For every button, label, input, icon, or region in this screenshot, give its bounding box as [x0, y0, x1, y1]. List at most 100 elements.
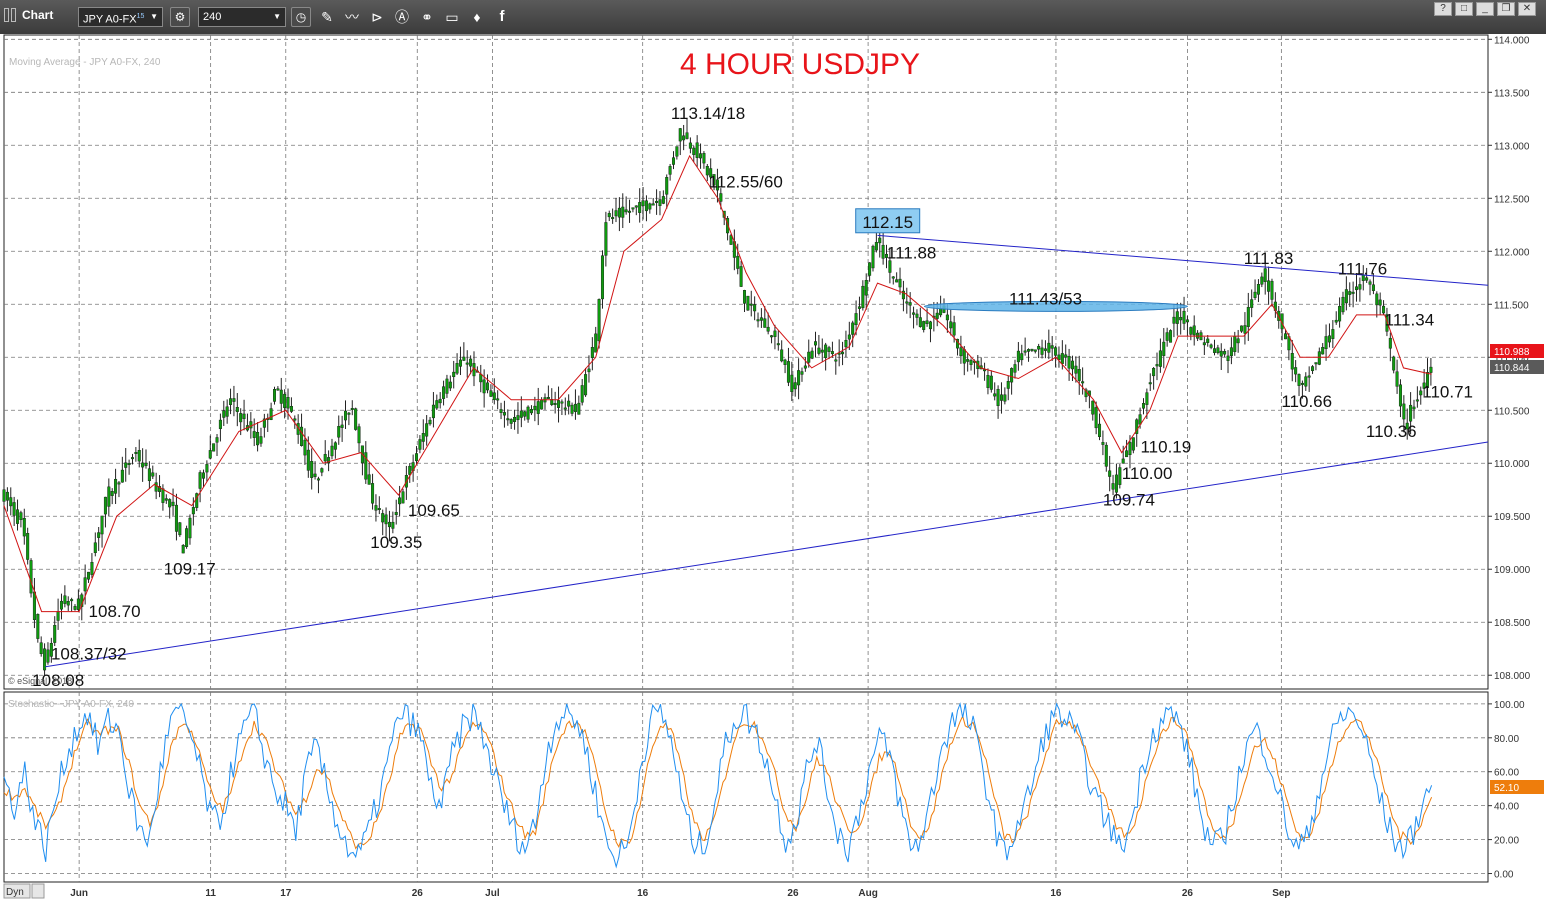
candle-body — [154, 482, 158, 492]
link-icon[interactable]: ⚭ — [421, 9, 433, 25]
candle-body — [63, 595, 67, 604]
close-button[interactable]: ✕ — [1518, 2, 1536, 16]
candle-body — [644, 200, 648, 212]
candle-body — [482, 379, 486, 394]
price-annotation: 110.00 — [1122, 464, 1173, 483]
candle-body — [1165, 332, 1169, 341]
symbol-sup: 15 — [136, 13, 145, 20]
time-tick-label: 26 — [1182, 888, 1194, 899]
time-tick-label: 16 — [637, 888, 649, 899]
minimize-button[interactable]: _ — [1476, 2, 1494, 16]
candle-body — [573, 403, 577, 412]
ma-line — [3, 154, 1432, 613]
candle-body — [1010, 368, 1014, 383]
candle-body — [1331, 329, 1335, 339]
twitter-icon[interactable]: ♦ — [473, 9, 481, 25]
price-annotation: 109.65 — [408, 501, 460, 520]
symbol-dropdown-icon[interactable]: ▼ — [150, 12, 158, 21]
candle-body — [1094, 407, 1098, 429]
candle-body — [1185, 319, 1189, 323]
candle-body — [868, 262, 872, 276]
candle-body — [306, 449, 310, 471]
facebook-icon[interactable]: f — [499, 8, 505, 25]
candle-body — [438, 398, 442, 404]
time-axis: Jun 11 17 26 Jul 16 26 Aug 16 26 Sep — [70, 888, 1290, 899]
comment-icon[interactable]: ▭ — [445, 9, 459, 25]
candle-body — [604, 222, 608, 256]
interval-input[interactable]: 240 ▼ — [198, 7, 286, 27]
candle-body — [783, 359, 787, 365]
candle-body — [1128, 442, 1132, 456]
candle-body — [705, 166, 709, 176]
candle-body — [989, 375, 993, 390]
chart-canvas[interactable]: 114.000 113.500 113.000 112.500 112.000 111.5… — [0, 34, 1546, 905]
candle-body — [617, 207, 621, 218]
candle-body — [249, 421, 253, 429]
price-annotation: 113.14/18 — [671, 104, 745, 123]
candle-body — [394, 512, 398, 515]
candle-body — [1277, 310, 1281, 321]
price-annotation: 112.55/60 — [708, 173, 782, 192]
stoch-tick-label: 40.00 — [1494, 802, 1519, 813]
clock-icon[interactable]: ◷ — [291, 7, 311, 27]
candle-body — [773, 330, 777, 337]
highlight-box — [855, 208, 921, 234]
candle-body — [513, 417, 517, 422]
candle-body — [344, 410, 348, 421]
candle-body — [1294, 367, 1298, 375]
candle-body — [185, 528, 189, 547]
candle-body — [462, 356, 466, 361]
candle-body — [1101, 442, 1105, 445]
candle-body — [316, 478, 320, 481]
candle-body — [1355, 286, 1359, 291]
pencil-draw-icon[interactable]: ✎ — [321, 9, 333, 25]
price-annotation: 111.43/53 — [1009, 289, 1082, 308]
candle-body — [810, 350, 814, 359]
interval-text: 240 — [203, 11, 222, 23]
candle-body — [435, 400, 439, 409]
candle-body — [1338, 306, 1342, 322]
stoch-value-badge — [1490, 780, 1544, 794]
candle-body — [563, 407, 567, 410]
lock-icon[interactable] — [31, 883, 45, 899]
candle-body — [1047, 342, 1051, 353]
help-button[interactable]: ? — [1434, 2, 1452, 16]
candle-body — [59, 600, 63, 610]
candle-body — [665, 176, 669, 195]
restore-button[interactable]: □ — [1455, 2, 1473, 16]
candle-body — [1382, 305, 1386, 314]
settings-gear-icon[interactable]: ⚙ — [170, 7, 190, 27]
candle-body — [1104, 444, 1108, 467]
candle-body — [827, 347, 831, 352]
candle-body — [874, 242, 878, 251]
last-price-text: 110.988 — [1494, 347, 1530, 358]
candle-body — [222, 410, 226, 418]
symbol-input[interactable]: JPY A0-FX15 ▼ — [78, 7, 163, 27]
candle-body — [1283, 333, 1287, 340]
trendlines — [45, 234, 1489, 668]
candle-body — [120, 469, 124, 483]
dyn-button[interactable] — [3, 883, 31, 899]
maximize-button[interactable]: ❐ — [1497, 2, 1515, 16]
price-tick-label: 110.500 — [1494, 406, 1530, 417]
candle-body — [519, 410, 523, 418]
play-circle-icon[interactable]: ⊳ — [371, 9, 383, 25]
toolbar: Chart JPY A0-FX15 ▼ ⚙ 240 ▼ ◷ ✎ 〰 ⊳ Ⓐ ⚭ … — [0, 0, 1546, 35]
time-tick-label: 17 — [280, 888, 292, 899]
candle-body — [699, 153, 703, 159]
alert-circle-icon[interactable]: Ⓐ — [395, 9, 409, 25]
candle-body — [26, 533, 30, 560]
candle-body — [1006, 381, 1010, 389]
candle-body — [303, 439, 307, 456]
candle-body — [1422, 382, 1426, 389]
window-grip-icon[interactable] — [4, 8, 18, 22]
candle-body — [553, 403, 557, 405]
candle-body — [415, 453, 419, 462]
interval-dropdown-icon[interactable]: ▼ — [273, 12, 281, 21]
candle-body — [1260, 276, 1264, 285]
candle-body — [1060, 353, 1064, 364]
line-chart-icon[interactable]: 〰 — [345, 9, 359, 25]
candle-body — [425, 423, 429, 437]
candle-body — [19, 512, 23, 520]
candle-body — [1246, 306, 1250, 327]
